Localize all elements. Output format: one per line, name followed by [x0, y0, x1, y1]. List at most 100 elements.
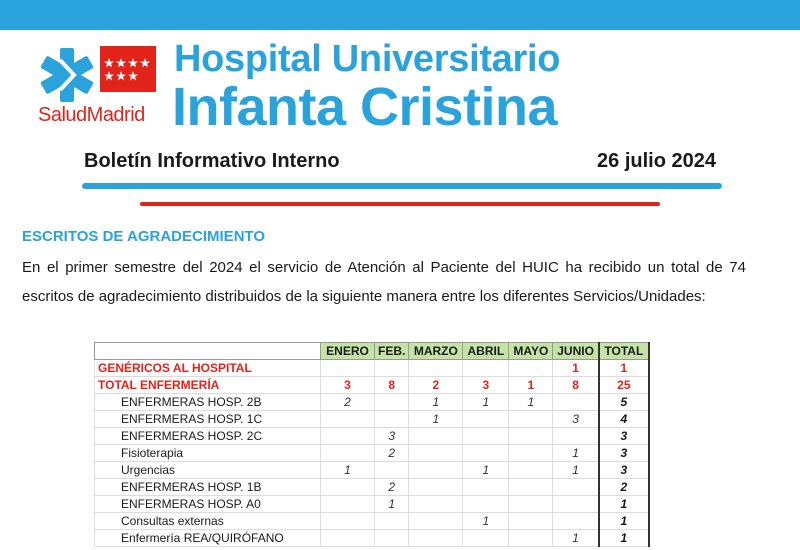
month-cell — [320, 359, 375, 377]
month-cell: 2 — [373, 478, 410, 496]
month-cell — [408, 427, 464, 445]
month-cell — [320, 529, 375, 547]
month-cell: 1 — [552, 359, 600, 377]
table-row: ENFERMERAS HOSP. 2B 2 1 1 1 5 — [94, 393, 650, 411]
total-cell: 3 — [597, 427, 650, 445]
table-row: ENFERMERAS HOSP. A0 1 1 — [94, 495, 650, 513]
month-cell: 1 — [462, 512, 510, 530]
month-cell — [320, 512, 375, 530]
col-header: MARZO — [408, 342, 464, 360]
row-label: ENFERMERAS HOSP. 1B — [94, 478, 321, 496]
month-cell — [552, 512, 600, 530]
month-cell — [508, 359, 554, 377]
month-cell — [462, 529, 510, 547]
table-row: GENÉRICOS AL HOSPITAL 1 1 — [94, 359, 650, 377]
total-cell: 1 — [597, 359, 650, 377]
month-cell — [508, 495, 554, 513]
month-cell — [373, 393, 410, 411]
month-cell — [320, 427, 375, 445]
month-cell — [508, 478, 554, 496]
month-cell — [320, 410, 375, 428]
table-row: ENFERMERAS HOSP. 1C 1 3 4 — [94, 410, 650, 428]
month-cell: 3 — [373, 427, 410, 445]
row-label: ENFERMERAS HOSP. A0 — [94, 495, 321, 513]
top-banner — [0, 0, 800, 30]
month-cell — [462, 427, 510, 445]
month-cell — [408, 529, 464, 547]
month-cell: 1 — [373, 495, 410, 513]
total-cell: 3 — [597, 444, 650, 462]
month-cell — [408, 512, 464, 530]
month-cell: 1 — [408, 410, 464, 428]
month-cell — [408, 461, 464, 479]
total-cell: 2 — [597, 478, 650, 496]
month-cell: 2 — [320, 393, 375, 411]
table-row: ENFERMERAS HOSP. 2C 3 3 — [94, 427, 650, 445]
month-cell — [552, 495, 600, 513]
row-label: GENÉRICOS AL HOSPITAL — [94, 359, 321, 377]
month-cell — [373, 461, 410, 479]
month-cell — [462, 410, 510, 428]
month-cell — [408, 359, 464, 377]
month-cell: 1 — [552, 461, 600, 479]
month-cell — [320, 478, 375, 496]
saludmadrid-logo: SaludMadrid — [38, 46, 162, 130]
month-cell — [373, 410, 410, 428]
row-label: Consultas externas — [94, 512, 321, 530]
divider-blue — [82, 183, 722, 189]
month-cell — [508, 512, 554, 530]
month-cell: 2 — [373, 444, 410, 462]
row-label: Enfermería REA/QUIRÓFANO — [94, 529, 321, 547]
row-label: ENFERMERAS HOSP. 2C — [94, 427, 321, 445]
month-cell — [408, 478, 464, 496]
total-cell: 1 — [597, 495, 650, 513]
month-cell — [320, 444, 375, 462]
thanks-table: ENERO FEB. MARZO ABRIL MAYO JUNIO TOTAL … — [94, 342, 650, 547]
row-label: ENFERMERAS HOSP. 2B — [94, 393, 321, 411]
divider-red — [140, 202, 660, 206]
table-row: ENFERMERAS HOSP. 1B 2 2 — [94, 478, 650, 496]
month-cell — [320, 495, 375, 513]
col-header: JUNIO — [552, 342, 600, 360]
month-cell: 1 — [552, 444, 600, 462]
month-cell — [408, 444, 464, 462]
row-label: Fisioterapia — [94, 444, 321, 462]
bulletin-title: Boletín Informativo Interno — [84, 150, 340, 172]
month-cell — [552, 427, 600, 445]
col-header: ENERO — [320, 342, 375, 360]
table-header-row: ENERO FEB. MARZO ABRIL MAYO JUNIO TOTAL — [94, 342, 650, 360]
total-cell: 25 — [597, 376, 650, 394]
month-cell — [408, 495, 464, 513]
month-cell — [373, 512, 410, 530]
table-row: Fisioterapia 2 1 3 — [94, 444, 650, 462]
month-cell — [508, 410, 554, 428]
month-cell: 2 — [408, 376, 464, 394]
month-cell: 1 — [552, 529, 600, 547]
col-header-total: TOTAL — [597, 342, 650, 360]
month-cell — [508, 444, 554, 462]
month-cell — [462, 444, 510, 462]
table-row: Consultas externas 1 1 — [94, 512, 650, 530]
header-blank-cell — [94, 342, 321, 360]
month-cell — [462, 359, 510, 377]
row-label: ENFERMERAS HOSP. 1C — [94, 410, 321, 428]
month-cell — [373, 529, 410, 547]
col-header: MAYO — [508, 342, 554, 360]
row-label: Urgencias — [94, 461, 321, 479]
month-cell: 3 — [462, 376, 510, 394]
month-cell — [508, 427, 554, 445]
intro-paragraph: En el primer semestre del 2024 el servic… — [22, 259, 746, 305]
hospital-name-line2: Infanta Cristina — [172, 77, 558, 137]
total-cell: 1 — [597, 529, 650, 547]
month-cell: 1 — [508, 393, 554, 411]
month-cell — [462, 495, 510, 513]
hospital-name-line1: Hospital Universitario — [174, 38, 561, 80]
madrid-flag-icon — [100, 46, 156, 92]
month-cell — [552, 478, 600, 496]
logo-text: SaludMadrid — [38, 104, 145, 126]
month-cell: 3 — [552, 410, 600, 428]
bulletin-date: 26 julio 2024 — [597, 150, 716, 172]
total-cell: 4 — [597, 410, 650, 428]
month-cell — [462, 478, 510, 496]
total-cell: 1 — [597, 512, 650, 530]
